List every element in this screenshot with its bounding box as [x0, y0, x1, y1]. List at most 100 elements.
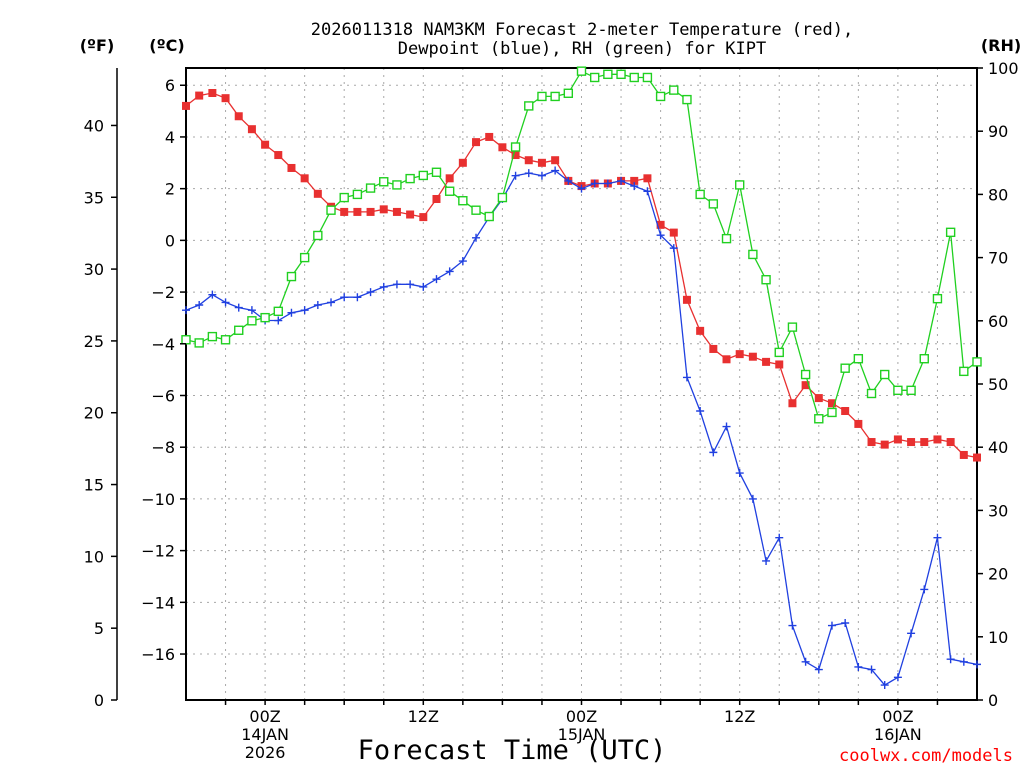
data-point [774, 347, 784, 358]
data-point [761, 275, 771, 285]
rh-tick-label: 20 [988, 565, 1008, 584]
data-point [669, 228, 678, 237]
x-tick-label: 00Z [882, 707, 913, 726]
data-point [603, 69, 613, 80]
data-point [419, 282, 428, 291]
x-tick-label: 14JAN [241, 725, 289, 744]
unit-fahrenheit-label: (ºF) [80, 36, 115, 55]
data-point [220, 335, 231, 345]
fahrenheit-tick-label: 5 [94, 619, 104, 638]
data-point [709, 448, 718, 457]
rh-tick-label: 90 [988, 122, 1008, 141]
data-point [379, 205, 388, 214]
rh-tick-label: 0 [988, 691, 998, 710]
data-point [788, 399, 797, 408]
data-point [247, 316, 257, 326]
data-point [827, 399, 836, 408]
data-point [274, 316, 283, 325]
data-point [946, 655, 955, 664]
data-point [472, 138, 481, 147]
data-point [537, 158, 546, 167]
data-point [630, 176, 639, 185]
series-line [185, 92, 978, 459]
data-point [695, 189, 705, 200]
data-point [181, 335, 191, 345]
data-point [484, 211, 494, 222]
data-point [313, 230, 323, 241]
data-point [933, 435, 942, 444]
data-point [656, 231, 665, 240]
fahrenheit-tick-label: 30 [84, 260, 104, 279]
series-layer [181, 66, 982, 690]
rh-tick-label: 40 [988, 438, 1008, 457]
data-point [260, 312, 270, 323]
data-point [655, 91, 666, 102]
data-point [576, 66, 587, 76]
x-tick-label: 16JAN [874, 725, 922, 744]
data-point [866, 388, 877, 399]
data-point [893, 435, 902, 444]
rh-tick-label: 70 [988, 249, 1008, 268]
data-point [208, 290, 217, 299]
data-point [775, 360, 784, 369]
data-point [234, 112, 243, 121]
chart-title-line1: 2026011318 NAM3KM Forecast 2-meter Tempe… [311, 20, 853, 40]
chart-title-line2: Dewpoint (blue), RH (green) for KIPT [398, 39, 766, 59]
data-point [458, 158, 467, 167]
data-point [445, 174, 454, 183]
data-point [801, 657, 810, 666]
data-point [208, 88, 217, 97]
rh-tick-label: 80 [988, 185, 1008, 204]
data-point [642, 72, 653, 83]
data-point [762, 357, 771, 366]
axes-layer: 6420−2−4−6−8−10−12−14−160510152025303540… [84, 59, 1019, 762]
data-point [748, 352, 757, 361]
data-point [907, 438, 916, 447]
data-point [722, 422, 731, 431]
data-point [617, 176, 626, 185]
data-point [431, 167, 442, 177]
celsius-tick-label: −6 [151, 386, 175, 405]
data-point [234, 325, 244, 335]
data-point [932, 293, 943, 304]
data-point [365, 183, 376, 193]
fahrenheit-tick-label: 0 [94, 691, 104, 710]
data-point [194, 338, 204, 348]
celsius-tick-label: −2 [151, 283, 175, 302]
celsius-tick-label: 4 [165, 128, 175, 147]
data-point [327, 298, 336, 307]
data-point [788, 621, 797, 630]
fahrenheit-tick-label: 40 [84, 116, 104, 135]
data-point [800, 369, 811, 380]
data-point [326, 205, 336, 215]
data-point [524, 156, 533, 165]
data-point [893, 673, 902, 682]
celsius-tick-label: −4 [151, 335, 175, 354]
data-point [458, 257, 467, 266]
data-point [287, 163, 296, 172]
data-point [973, 453, 981, 462]
data-point [682, 295, 691, 304]
data-point [589, 72, 600, 83]
data-point [696, 407, 705, 416]
data-point [814, 394, 823, 403]
data-point [221, 94, 230, 103]
data-point [735, 180, 745, 190]
data-point [814, 414, 824, 424]
rh-tick-label: 100 [988, 59, 1019, 78]
data-point [630, 182, 639, 191]
data-point [406, 210, 415, 219]
celsius-tick-label: −12 [141, 542, 175, 561]
celsius-tick-label: −16 [141, 645, 175, 664]
data-point [867, 438, 876, 447]
data-point [564, 176, 573, 185]
data-point [550, 91, 560, 102]
data-point [840, 363, 850, 373]
data-point [261, 140, 270, 149]
grid-lines [186, 68, 977, 700]
data-point [353, 207, 362, 216]
data-point [287, 308, 296, 317]
data-point [748, 494, 757, 503]
data-point [959, 657, 968, 666]
data-point [432, 275, 441, 284]
